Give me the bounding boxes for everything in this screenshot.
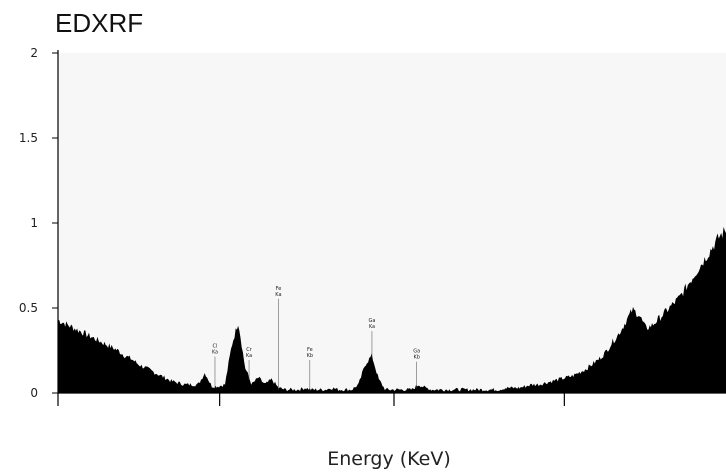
peak-label-line: Kb [307,353,313,359]
y-tick-label: 1 [30,216,38,230]
peak-label-element: Cr [246,347,252,353]
y-tick-label: 1.5 [19,131,38,145]
y-tick-label: 0.5 [19,301,38,315]
plot-area [58,53,726,393]
peak-label-line: Ka [369,324,375,330]
x-axis-label: Energy (KeV) [327,448,451,470]
peak-label-element: Fe [307,347,313,353]
chart-title: EDXRF [55,8,144,38]
y-tick-label: 2 [30,46,38,60]
peak-label-element: Ga [368,318,375,324]
peak-label-line: Ka [275,292,281,298]
peak-label-line: Kb [413,355,419,361]
y-tick-label: 0 [30,386,38,400]
spectrum-area [58,226,726,393]
peak-label-element: Fe [276,286,282,292]
peak-label-line: Ka [246,353,252,359]
peak-label-element: Cl [213,344,218,350]
peak-label-line: Ka [212,350,218,356]
peak-label-element: Ga [413,349,420,355]
